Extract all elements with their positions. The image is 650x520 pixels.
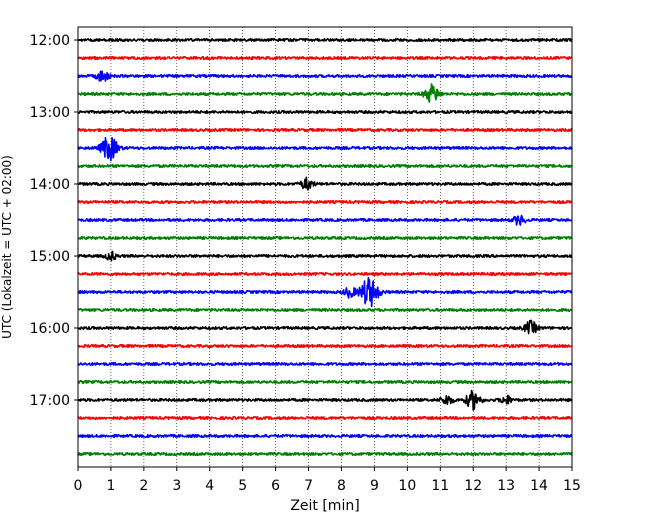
trace-1615 xyxy=(77,343,573,349)
y-tick-label: 12:00 xyxy=(30,33,70,49)
trace-1715 xyxy=(77,415,573,421)
x-axis-ticks: 0 1 2 3 4 5 6 7 8 9 10 11 12 13 14 15 xyxy=(74,467,581,494)
y-axis-ticks: 12:00 13:00 14:00 15:00 16:00 17:00 xyxy=(30,33,78,409)
trace-1700 xyxy=(77,389,573,411)
y-tick-label: 14:00 xyxy=(30,177,70,193)
y-tick-label: 17:00 xyxy=(30,393,70,409)
x-axis-label: Zeit [min] xyxy=(290,498,359,514)
vertical-grid xyxy=(110,27,540,467)
trace-1415 xyxy=(77,199,573,205)
trace-1630 xyxy=(77,361,573,367)
x-tick-label: 2 xyxy=(139,478,148,494)
x-tick-label: 15 xyxy=(563,478,581,494)
trace-1230 xyxy=(77,70,573,82)
y-tick-label: 16:00 xyxy=(30,321,70,337)
trace-1315 xyxy=(77,127,573,133)
trace-1445 xyxy=(77,235,573,241)
x-tick-label: 13 xyxy=(497,478,515,494)
x-tick-label: 3 xyxy=(172,478,181,494)
y-tick-label: 15:00 xyxy=(30,249,70,265)
trace-1500 xyxy=(77,250,573,262)
y-tick-label: 13:00 xyxy=(30,105,70,121)
seismogram-traces xyxy=(77,37,573,457)
trace-1530 xyxy=(77,276,573,308)
trace-1645 xyxy=(77,379,573,385)
x-tick-label: 11 xyxy=(431,478,449,494)
plot-frame xyxy=(77,26,573,468)
trace-1215 xyxy=(77,55,573,61)
trace-1745 xyxy=(77,451,573,457)
trace-1545 xyxy=(77,307,573,313)
trace-1730 xyxy=(77,433,573,439)
x-tick-label: 7 xyxy=(304,478,313,494)
x-tick-label: 12 xyxy=(464,478,482,494)
trace-1330 xyxy=(77,136,573,162)
trace-1400 xyxy=(77,176,573,191)
x-tick-label: 5 xyxy=(238,478,247,494)
x-tick-label: 9 xyxy=(370,478,379,494)
x-tick-label: 8 xyxy=(337,478,346,494)
trace-1430 xyxy=(77,214,573,226)
trace-1515 xyxy=(77,271,573,277)
x-tick-label: 14 xyxy=(530,478,548,494)
x-tick-label: 1 xyxy=(106,478,115,494)
x-tick-label: 6 xyxy=(271,478,280,494)
x-tick-label: 10 xyxy=(398,478,416,494)
x-tick-label: 4 xyxy=(205,478,214,494)
x-tick-label: 0 xyxy=(74,478,83,494)
trace-1245 xyxy=(77,83,573,103)
y-axis-label: UTC (Lokalzeit = UTC + 02:00) xyxy=(0,155,14,339)
trace-1600 xyxy=(77,319,573,335)
trace-1345 xyxy=(77,163,573,169)
trace-1200 xyxy=(77,37,573,43)
trace-1300 xyxy=(77,109,573,115)
